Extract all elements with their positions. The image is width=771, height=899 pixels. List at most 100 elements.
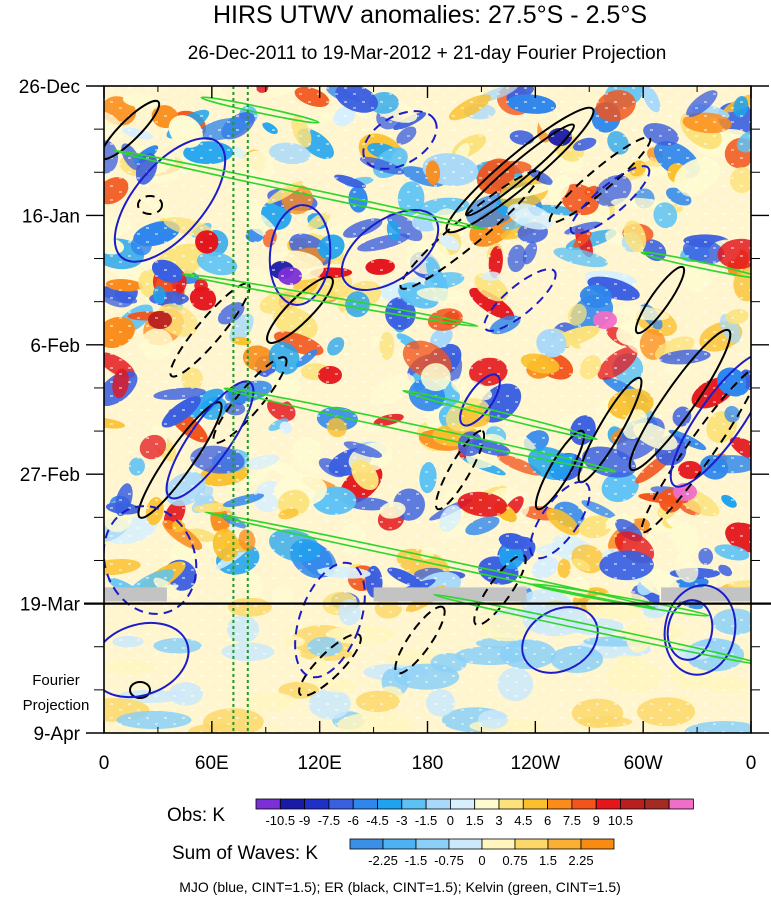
colorbar-swatch [571, 798, 597, 810]
missing-data-segment [661, 587, 751, 602]
colorbar-swatch [377, 798, 403, 810]
colorbar-tick-label: -1.5 [415, 813, 437, 828]
y-tick-label: 26-Dec [19, 77, 80, 98]
colorbar-tick-label: -7.5 [318, 813, 340, 828]
colorbar-swatch [401, 798, 427, 810]
mjo-contour [340, 209, 440, 291]
kelvin-contour [402, 389, 598, 441]
y-tick-label: 19-Mar [20, 595, 81, 616]
axes: 0 60E 120E 180 120W 60W 0 26-Dec 16-Jan 6-Feb 27-F… [19, 77, 769, 774]
colorbar-swatch [580, 838, 615, 850]
er-contour [137, 195, 163, 215]
colorbar-tick-label: 0 [478, 853, 485, 868]
er-contour [434, 429, 486, 511]
missing-data-band [104, 587, 751, 602]
colorbar-tick-label: 1.5 [539, 853, 557, 868]
er-contour [640, 366, 751, 534]
chart-subtitle: 26-Dec-2011 to 19-Mar-2012 + 21-day Four… [188, 43, 667, 64]
projection-label-line-1: Fourier [32, 672, 80, 689]
colorbar-tick-label: -4.5 [366, 813, 388, 828]
colorbar-tick-label: 6 [544, 813, 551, 828]
colorbar-swatch [547, 838, 582, 850]
y-tick-label: 27-Feb [20, 465, 80, 486]
missing-data-segment [373, 587, 527, 602]
colorbar-tick-label: 9 [593, 813, 600, 828]
colorbar-tick-label: -10.5 [265, 813, 295, 828]
missing-data-segment [104, 587, 167, 602]
colorbar-tick-label: -2.25 [368, 853, 398, 868]
colorbar-swatch [620, 798, 646, 810]
obs-colorbar-label: Obs: K [167, 805, 225, 826]
colorbar-swatch [522, 798, 548, 810]
kelvin-contour [204, 511, 656, 609]
colorbar-swatch [547, 798, 573, 810]
mjo-contour [569, 165, 651, 235]
waves-colorbar: Sum of Waves: K -2.25 -1.5 -0.75 0 0.75 1.5 2.… [172, 838, 615, 868]
colorbar-tick-label: -0.75 [434, 853, 464, 868]
mjo-contour [459, 373, 501, 427]
colorbar-tick-label: 0.75 [502, 853, 527, 868]
er-contour [473, 554, 527, 626]
y-tick-label: 6-Feb [30, 336, 80, 357]
mjo-contour [268, 204, 332, 306]
colorbar-swatch [304, 798, 330, 810]
er-contour [212, 356, 288, 444]
colorbar-tick-label: 4.5 [514, 813, 532, 828]
er-contour [394, 605, 446, 675]
colorbar-swatch [415, 838, 450, 850]
mjo-contour [521, 606, 599, 674]
mjo-contour [529, 480, 591, 560]
colorbar-tick-label: -1.5 [405, 853, 427, 868]
er-contour [104, 99, 161, 161]
er-contour [137, 401, 223, 519]
colorbar-swatch [352, 798, 378, 810]
colorbar-swatch [514, 838, 549, 850]
x-tick-label: 120E [297, 753, 341, 774]
colorbar-swatch [498, 798, 524, 810]
kelvin-contour [640, 251, 751, 279]
x-tick-label: 180 [412, 753, 444, 774]
mjo-contour [104, 505, 198, 615]
mjo-contour [165, 380, 255, 500]
er-contour [266, 276, 334, 344]
colorbar-swatch [382, 838, 417, 850]
colorbar-tick-label: 10.5 [608, 813, 633, 828]
colorbar-swatch [644, 798, 670, 810]
y-tick-label: 16-Jan [22, 206, 80, 227]
kelvin-contour [113, 149, 487, 231]
plot-area: 0 60E 120E 180 120W 60W 0 26-Dec 16-Jan 6-Feb 27-F… [19, 77, 771, 774]
er-contour [129, 681, 151, 699]
colorbar-swatch [595, 798, 621, 810]
colorbar-swatch [449, 798, 476, 810]
colorbar-tick-label: 0 [447, 813, 454, 828]
projection-label-line-2: Projection [23, 697, 90, 714]
colorbar-swatch [255, 798, 281, 810]
colorbar-tick-label: -3 [396, 813, 408, 828]
colorbar-swatch [328, 798, 354, 810]
mjo-contour [483, 268, 557, 332]
x-tick-label: 60E [195, 753, 229, 774]
x-tick-label: 0 [99, 753, 110, 774]
mjo-contour [669, 352, 751, 488]
colorbar-tick-label: -6 [347, 813, 359, 828]
er-contour [628, 328, 732, 472]
y-tick-label: 9-Apr [34, 724, 81, 745]
shading-texture [104, 86, 751, 733]
colorbar-swatch [279, 798, 305, 810]
colorbar-swatch [448, 838, 483, 850]
er-contour [634, 265, 686, 335]
x-tick-label: 0 [746, 753, 757, 774]
x-tick-label: 60W [624, 753, 663, 774]
kelvin-contour [200, 96, 320, 124]
colorbar-swatch [481, 838, 516, 850]
wave-contours [104, 96, 751, 699]
mjo-contour [104, 621, 190, 699]
colorbar-swatch [474, 798, 500, 810]
kelvin-contour [181, 272, 479, 328]
colorbar-tick-label: 3 [495, 813, 502, 828]
chart-title: HIRS UTWV anomalies: 27.5°S - 2.5°S [213, 1, 647, 29]
colorbar-tick-label: 2.25 [568, 853, 593, 868]
er-contour [534, 429, 586, 511]
kelvin-contour [432, 593, 751, 667]
